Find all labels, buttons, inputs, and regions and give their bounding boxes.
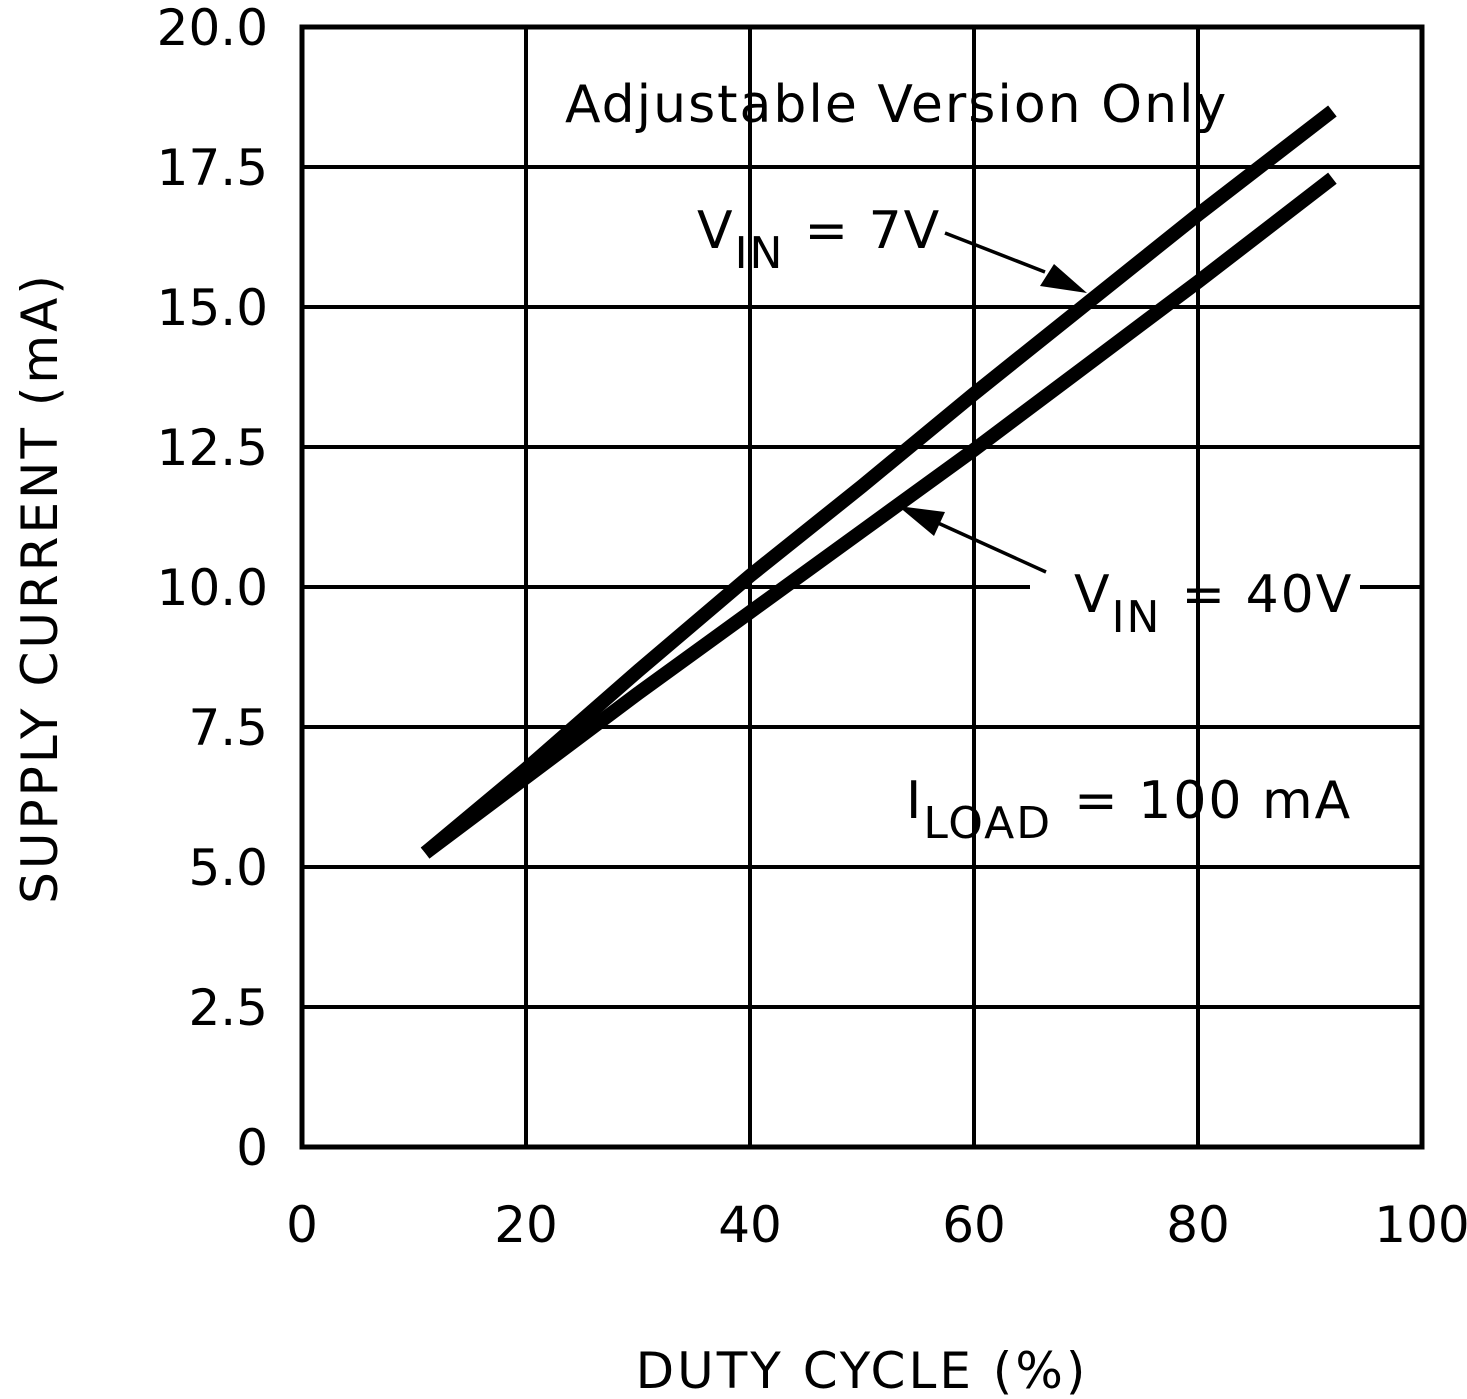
vin-40v-sub: IN bbox=[1112, 592, 1162, 643]
vin-40v-label: VIN = 40V bbox=[1074, 565, 1353, 643]
series-lines bbox=[420, 105, 1337, 859]
x-tick-label-80: 80 bbox=[1166, 1196, 1230, 1254]
x-tick-label-20: 20 bbox=[494, 1196, 558, 1254]
series-line-vin-7v bbox=[420, 105, 1337, 859]
y-tick-labels: 0 2.5 5.0 7.5 10.0 12.5 15.0 17.5 20.0 bbox=[157, 0, 268, 1177]
y-tick-label-5.0: 5.0 bbox=[188, 839, 268, 897]
y-tick-label-10.0: 10.0 bbox=[157, 559, 268, 617]
x-tick-label-60: 60 bbox=[942, 1196, 1006, 1254]
vin-7v-arrowhead bbox=[1040, 264, 1087, 293]
y-tick-label-20.0: 20.0 bbox=[157, 0, 268, 57]
vin-7v-sub: IN bbox=[735, 228, 785, 279]
x-axis-label: DUTY CYCLE (%) bbox=[636, 1342, 1089, 1399]
vin-40v-main: V bbox=[1074, 565, 1112, 625]
iload-sub: LOAD bbox=[923, 798, 1052, 849]
x-tick-labels: 0 20 40 60 80 100 bbox=[286, 1196, 1467, 1254]
iload-label: ILOAD = 100 mA bbox=[906, 771, 1352, 849]
annotation-header: Adjustable Version Only bbox=[565, 75, 1228, 135]
y-axis-label: SUPPLY CURRENT (mA) bbox=[11, 272, 69, 904]
iload-rest: = 100 mA bbox=[1074, 771, 1352, 831]
plot-frame bbox=[299, 24, 1425, 1150]
series-line-vin-40v bbox=[421, 172, 1337, 859]
iload-main: I bbox=[906, 771, 923, 831]
vin-40v-leader bbox=[937, 521, 1047, 574]
vin-40v-rest: = 40V bbox=[1181, 565, 1353, 625]
annotation-vin-40v: VIN = 40V bbox=[898, 506, 1353, 643]
grid bbox=[302, 27, 1422, 1147]
vin-7v-main: V bbox=[697, 201, 735, 261]
x-tick-label-0: 0 bbox=[286, 1196, 318, 1254]
vin-7v-rest: = 7V bbox=[804, 201, 941, 261]
y-tick-label-2.5: 2.5 bbox=[188, 979, 268, 1037]
annotation-iload: ILOAD = 100 mA bbox=[906, 771, 1352, 849]
x-tick-label-100: 100 bbox=[1374, 1196, 1467, 1254]
y-tick-label-0: 0 bbox=[236, 1119, 268, 1177]
annotation-vin-7v: VIN = 7V bbox=[697, 201, 1087, 293]
y-tick-label-7.5: 7.5 bbox=[188, 699, 268, 757]
vin-7v-leader bbox=[944, 231, 1046, 274]
y-tick-label-15.0: 15.0 bbox=[157, 279, 268, 337]
vin-7v-label: VIN = 7V bbox=[697, 201, 941, 279]
x-tick-label-40: 40 bbox=[718, 1196, 782, 1254]
y-tick-label-17.5: 17.5 bbox=[157, 139, 268, 197]
vin-40v-arrowhead bbox=[898, 506, 945, 536]
y-tick-label-12.5: 12.5 bbox=[157, 419, 268, 477]
